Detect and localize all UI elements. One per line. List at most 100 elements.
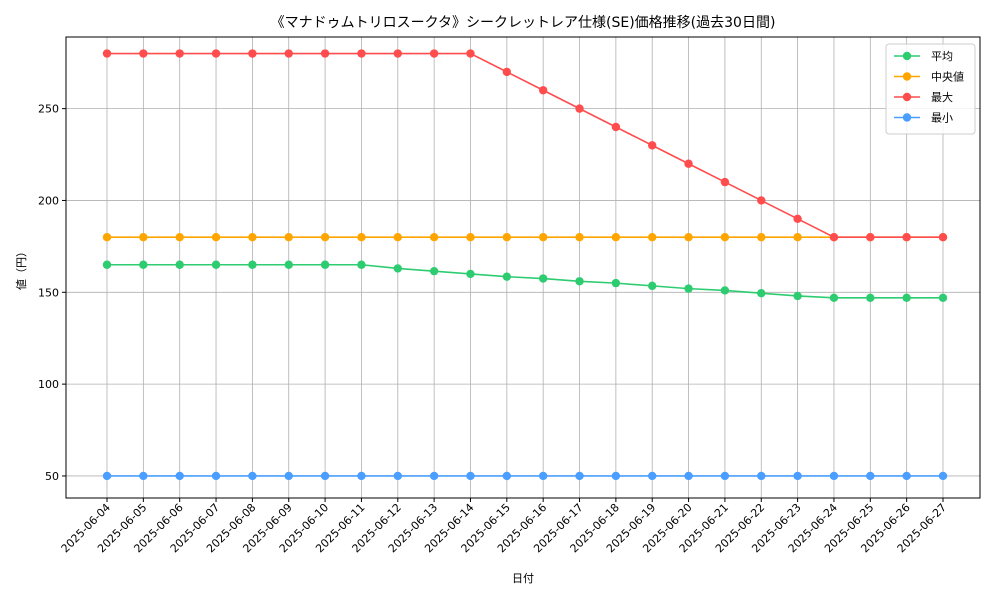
y-tick-label: 50 xyxy=(45,470,59,483)
data-point xyxy=(320,232,330,242)
data-point xyxy=(757,196,766,205)
legend-label: 平均 xyxy=(931,50,953,63)
data-point xyxy=(829,471,839,481)
legend-marker xyxy=(902,72,912,81)
data-point xyxy=(684,232,693,242)
data-point xyxy=(611,471,621,481)
data-point xyxy=(284,471,293,481)
data-point xyxy=(393,264,402,273)
data-point xyxy=(575,104,584,113)
data-point xyxy=(248,232,257,242)
data-point xyxy=(320,49,330,58)
data-point xyxy=(429,49,439,58)
data-point xyxy=(139,49,148,58)
data-point xyxy=(866,471,875,481)
data-point xyxy=(211,49,221,58)
data-point xyxy=(684,159,693,168)
y-tick-label: 100 xyxy=(38,378,59,391)
data-point xyxy=(902,471,911,481)
series-0 xyxy=(102,260,948,303)
data-point xyxy=(175,260,184,269)
data-point xyxy=(538,86,548,95)
x-axis: 2025-06-042025-06-052025-06-062025-06-07… xyxy=(59,498,949,555)
data-point xyxy=(757,232,766,242)
data-point xyxy=(829,232,839,242)
data-point xyxy=(284,260,293,269)
data-point xyxy=(139,232,148,242)
legend-box xyxy=(885,43,976,135)
data-point xyxy=(429,232,439,242)
legend-label: 最大 xyxy=(931,90,953,104)
data-point xyxy=(575,277,584,286)
data-point xyxy=(538,471,548,481)
data-point xyxy=(902,232,911,242)
data-point xyxy=(393,232,402,242)
y-tick-label: 200 xyxy=(38,194,59,207)
data-point xyxy=(248,49,257,58)
legend-marker xyxy=(902,92,912,102)
data-point xyxy=(648,471,657,481)
data-point xyxy=(284,49,293,58)
data-point xyxy=(466,49,475,58)
grid xyxy=(66,37,980,498)
data-point xyxy=(538,274,548,283)
data-point xyxy=(357,49,366,58)
series-3 xyxy=(102,471,948,481)
data-point xyxy=(429,471,439,481)
data-point xyxy=(466,232,475,242)
data-point xyxy=(793,232,802,242)
data-point xyxy=(320,260,330,269)
data-point xyxy=(793,471,802,481)
data-point xyxy=(648,141,657,150)
data-point xyxy=(357,232,366,242)
legend-item: 最小 xyxy=(894,112,953,125)
data-point xyxy=(139,471,148,481)
data-point xyxy=(102,471,112,481)
legend-item: 中央値 xyxy=(894,71,964,84)
series-line xyxy=(107,263,943,299)
y-tick-label: 150 xyxy=(38,286,59,299)
legend-item: 最大 xyxy=(894,90,953,104)
legend-item: 平均 xyxy=(894,50,953,63)
data-point xyxy=(393,471,402,481)
data-point xyxy=(502,471,512,481)
data-point xyxy=(684,471,693,481)
data-point xyxy=(320,471,330,481)
legend-marker xyxy=(902,51,912,61)
series-2 xyxy=(102,49,948,242)
data-point xyxy=(866,232,875,242)
series-group xyxy=(102,49,948,481)
y-axis: 50 100 150 200 250 xyxy=(38,103,66,483)
data-point xyxy=(866,293,875,303)
legend-label: 中央値 xyxy=(931,71,964,84)
data-point xyxy=(175,232,184,242)
data-point xyxy=(902,293,911,303)
data-point xyxy=(102,260,112,269)
data-point xyxy=(248,260,257,269)
data-point xyxy=(938,232,948,242)
data-point xyxy=(648,232,657,242)
data-point xyxy=(284,232,293,242)
data-point xyxy=(211,471,221,481)
chart-title: 《マナドゥムトリロスークタ》シークレットレア仕様(SE)価格推移(過去30日間) xyxy=(271,15,776,31)
data-point xyxy=(466,471,475,481)
data-point xyxy=(102,232,112,242)
legend-label: 最小 xyxy=(931,112,953,125)
data-point xyxy=(538,232,548,242)
data-point xyxy=(648,281,657,291)
data-point xyxy=(720,286,730,295)
data-point xyxy=(757,289,766,298)
data-point xyxy=(938,471,948,481)
data-point xyxy=(502,232,512,242)
data-point xyxy=(575,232,584,242)
data-point xyxy=(938,293,948,303)
data-point xyxy=(357,260,366,269)
data-point xyxy=(720,232,730,242)
data-point xyxy=(720,177,730,187)
data-point xyxy=(611,122,621,132)
data-point xyxy=(393,49,402,58)
series-1 xyxy=(102,232,948,242)
data-point xyxy=(502,272,512,281)
